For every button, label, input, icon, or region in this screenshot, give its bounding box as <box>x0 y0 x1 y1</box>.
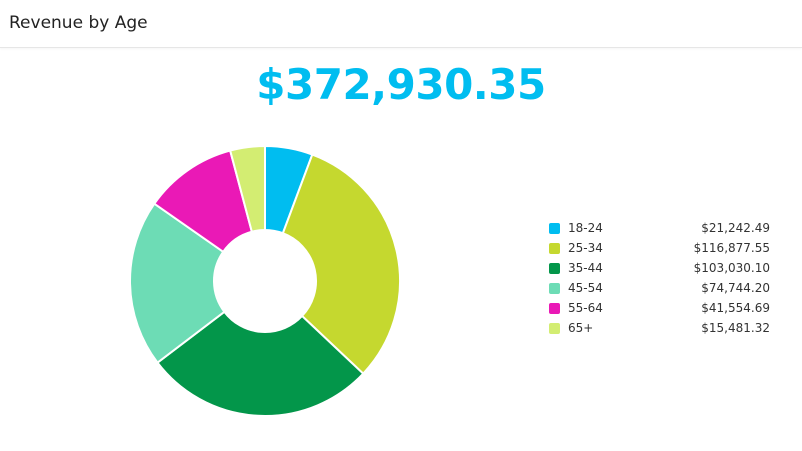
legend-item-45-54[interactable]: 45-54 $74,744.20 <box>549 280 770 300</box>
donut-slice-45-54[interactable] <box>129 202 226 365</box>
legend-value: $116,877.55 <box>693 241 770 255</box>
legend-item-18-24[interactable]: 18-24 $21,242.49 <box>549 220 770 240</box>
legend-item-25-34[interactable]: 25-34 $116,877.55 <box>549 240 770 260</box>
widget-title: Revenue by Age <box>9 13 148 33</box>
legend-value: $15,481.32 <box>701 321 770 335</box>
legend-swatch <box>549 243 560 254</box>
legend-swatch <box>549 223 560 234</box>
donut-slice-25-34[interactable] <box>281 153 401 376</box>
legend-swatch <box>549 263 560 274</box>
legend-value: $41,554.69 <box>701 301 770 315</box>
legend-swatch <box>549 323 560 334</box>
legend-value: $74,744.20 <box>701 281 770 295</box>
donut-slice-65+[interactable] <box>228 144 266 233</box>
legend-label: 65+ <box>568 321 594 335</box>
legend-label: 18-24 <box>568 221 603 235</box>
legend-label: 45-54 <box>568 281 603 295</box>
legend-item-65+[interactable]: 65+ $15,481.32 <box>549 320 770 340</box>
legend-swatch <box>549 283 560 294</box>
legend-item-55-64[interactable]: 55-64 $41,554.69 <box>549 300 770 320</box>
legend-label: 35-44 <box>568 261 603 275</box>
total-revenue: $372,930.35 <box>256 60 546 109</box>
legend-label: 25-34 <box>568 241 603 255</box>
widget-header: Revenue by Age <box>0 0 802 48</box>
chart-legend: 18-24 $21,242.49 25-34 $116,877.55 35-44 $103… <box>549 220 770 340</box>
donut-slice-35-44[interactable] <box>156 310 365 417</box>
legend-swatch <box>549 303 560 314</box>
legend-item-35-44[interactable]: 35-44 $103,030.10 <box>549 260 770 280</box>
legend-value: $21,242.49 <box>701 221 770 235</box>
legend-value: $103,030.10 <box>693 261 770 275</box>
legend-label: 55-64 <box>568 301 603 315</box>
